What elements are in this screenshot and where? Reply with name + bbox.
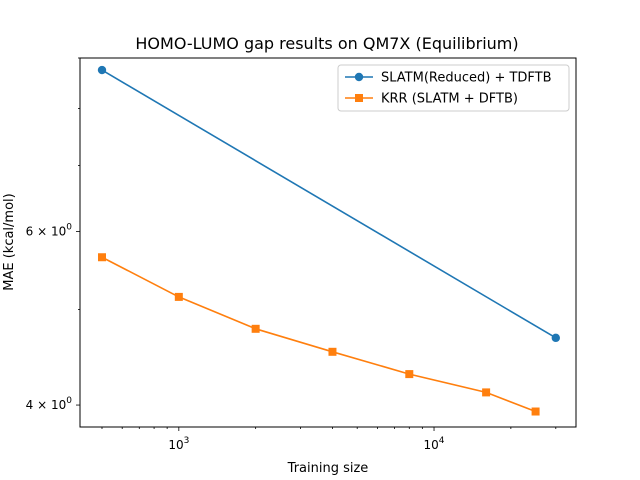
y-tick-base: 6 × 10 bbox=[26, 225, 67, 239]
y-axis-label: MAE (kcal/mol) bbox=[2, 193, 17, 290]
y-tick-exponent: 0 bbox=[66, 223, 72, 233]
data-point bbox=[531, 407, 540, 416]
axes-frame bbox=[79, 57, 577, 428]
data-point bbox=[328, 347, 337, 356]
legend-label-0: SLATM(Reduced) + TDFTB bbox=[381, 71, 552, 86]
legend-marker-1 bbox=[355, 94, 363, 102]
data-point bbox=[405, 370, 414, 379]
data-point bbox=[482, 388, 491, 397]
data-point bbox=[251, 324, 260, 333]
x-tick-exponent: 4 bbox=[439, 436, 445, 446]
legend-label-1: KRR (SLATM + DFTB) bbox=[381, 92, 518, 107]
x-tick-label: 104 bbox=[424, 436, 445, 452]
x-tick-base: 10 bbox=[168, 438, 183, 452]
plot-area bbox=[97, 65, 560, 416]
data-point bbox=[551, 333, 560, 343]
legend: SLATM(Reduced) + TDFTB KRR (SLATM + DFTB) bbox=[337, 64, 570, 112]
data-point bbox=[97, 65, 107, 75]
data-point bbox=[97, 253, 106, 262]
y-tick-label: 6 × 100 bbox=[26, 223, 73, 239]
x-tick-label: 103 bbox=[168, 436, 189, 452]
data-point bbox=[174, 292, 183, 301]
legend-marker-0 bbox=[354, 72, 364, 82]
y-tick-base: 4 × 10 bbox=[26, 398, 67, 412]
x-axis-label: Training size bbox=[287, 461, 369, 476]
x-tick-base: 10 bbox=[424, 438, 439, 452]
chart-title: HOMO-LUMO gap results on QM7X (Equilibri… bbox=[135, 34, 518, 53]
legend-box bbox=[337, 64, 570, 112]
y-tick-exponent: 0 bbox=[66, 396, 72, 406]
x-tick-exponent: 3 bbox=[184, 436, 190, 446]
y-tick-label: 4 × 100 bbox=[26, 396, 73, 412]
series-line-0 bbox=[101, 69, 557, 339]
